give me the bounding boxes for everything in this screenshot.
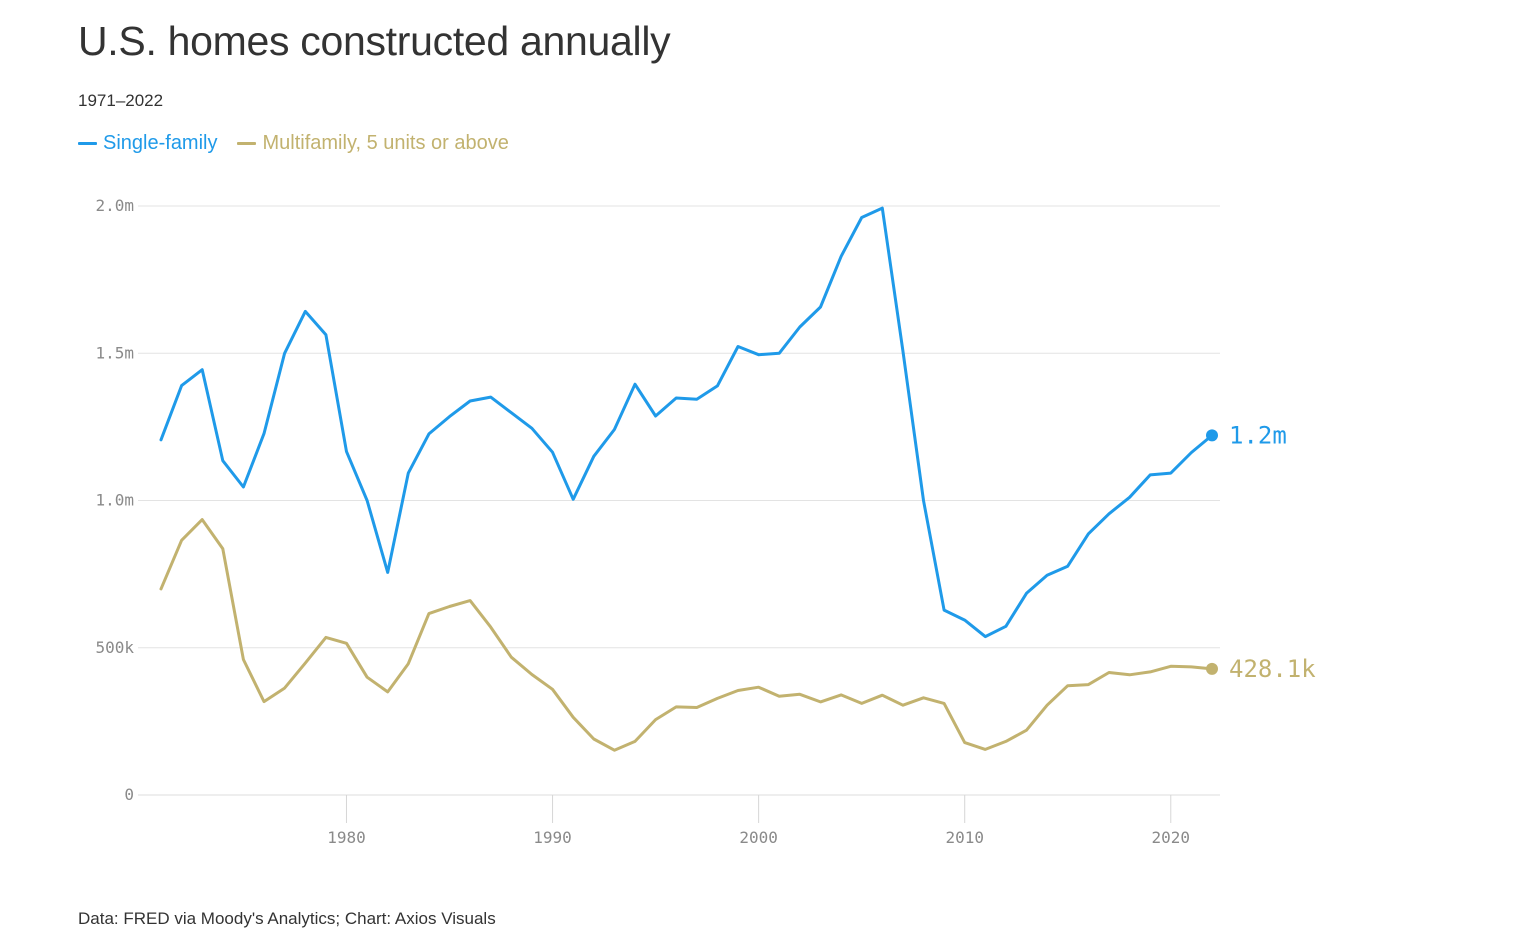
chart-source: Data: FRED via Moody's Analytics; Chart:… xyxy=(78,909,496,928)
x-tick-label: 1980 xyxy=(327,828,366,847)
series-lines xyxy=(159,206,1214,752)
end-value-label-multifamily: 428.1k xyxy=(1229,655,1316,683)
axes: 0 500k 1.0m 1.5m 2.0m 1980 1990 2000 2010 2020 xyxy=(95,196,1220,847)
end-point-multifamily xyxy=(1206,662,1218,675)
legend-label-multifamily: Multifamily, 5 units or above xyxy=(262,132,509,154)
chart-legend: Single-family Multifamily, 5 units or ab… xyxy=(78,132,529,155)
legend-label-single-family: Single-family xyxy=(103,132,218,154)
legend-swatch-multifamily xyxy=(237,142,257,145)
x-tick-label: 2010 xyxy=(945,828,984,847)
y-tick-label: 0 xyxy=(124,785,134,804)
end-value-label-single-family: 1.2m xyxy=(1229,421,1287,449)
y-tick-label: 2.0m xyxy=(95,196,134,215)
end-markers: 1.2m 428.1k xyxy=(1206,421,1316,683)
end-point-single-family xyxy=(1206,429,1218,442)
legend-item-single-family: Single-family xyxy=(78,132,217,155)
y-tick-label: 500k xyxy=(95,638,134,657)
legend-swatch-single-family xyxy=(78,142,97,145)
chart-title: U.S. homes constructed annually xyxy=(78,18,671,64)
series-line-multifamily xyxy=(159,518,1214,752)
legend-item-multifamily: Multifamily, 5 units or above xyxy=(237,132,509,155)
x-tick-label: 2000 xyxy=(739,828,778,847)
y-tick-label: 1.5m xyxy=(95,343,134,362)
chart-subtitle: 1971–2022 xyxy=(78,91,164,110)
series-line-single-family xyxy=(159,206,1214,639)
y-tick-label: 1.0m xyxy=(95,491,134,510)
x-tick-label: 1990 xyxy=(533,828,572,847)
x-tick-label: 2020 xyxy=(1152,828,1191,847)
